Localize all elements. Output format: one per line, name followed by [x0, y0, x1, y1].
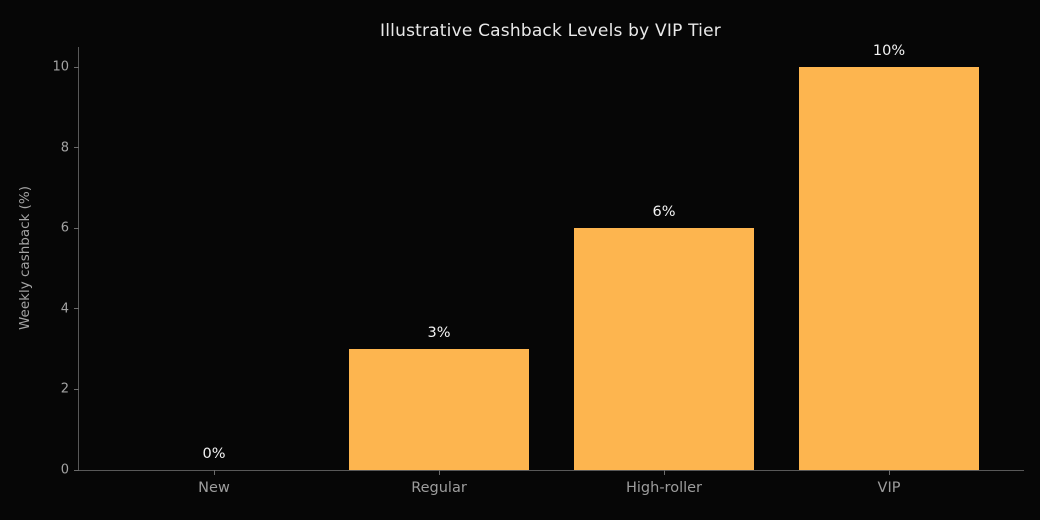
bar-value-label: 0%: [202, 446, 226, 462]
y-tick-label: 8: [60, 140, 69, 156]
x-tick-mark: [888, 470, 890, 475]
chart-title: Illustrative Cashback Levels by VIP Tier: [380, 21, 721, 41]
plot-area: 0 2 4 6 8 10 0% New 3% Regular 6% High-roller 10% VIP: [52, 43, 1024, 496]
bar-value-label: 6%: [652, 204, 676, 221]
x-tick-label-high-roller: High-roller: [625, 480, 703, 496]
y-tick-label: 4: [60, 301, 69, 317]
bar-vip: [799, 67, 979, 470]
y-tick-label: 6: [60, 220, 69, 236]
bar-high-roller: [574, 228, 754, 470]
x-tick-label-vip: VIP: [877, 480, 901, 496]
y-axis-label: Weekly cashback (%): [17, 185, 33, 331]
y-tick-mark: [74, 469, 79, 471]
y-tick-mark: [74, 388, 79, 390]
y-tick-mark: [74, 147, 79, 149]
y-tick-label: 2: [60, 381, 69, 397]
y-tick-mark: [74, 227, 79, 229]
y-tick-label: 10: [52, 59, 69, 75]
x-tick-label-regular: Regular: [411, 480, 467, 496]
x-tick-mark: [213, 470, 215, 475]
bar-value-label: 10%: [872, 43, 906, 60]
x-tick-label-new: New: [198, 480, 230, 496]
x-tick-mark: [663, 470, 665, 475]
bar-value-label: 3%: [427, 325, 451, 342]
bar-regular: [349, 349, 529, 470]
y-tick-mark: [74, 66, 79, 68]
y-tick-label: 0: [60, 462, 69, 478]
x-tick-mark: [438, 470, 440, 475]
y-tick-mark: [74, 308, 79, 310]
